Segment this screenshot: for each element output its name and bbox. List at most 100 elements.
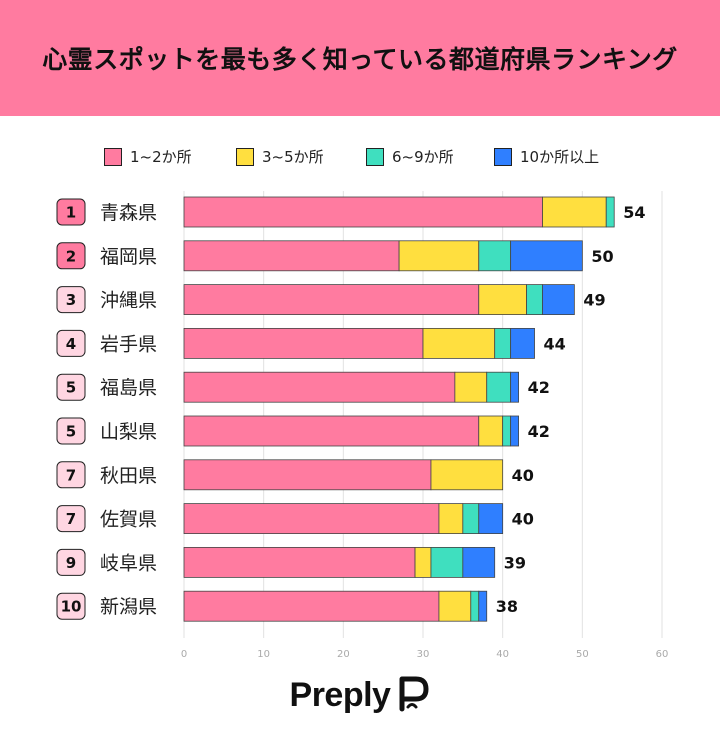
x-tick-label-40: 40: [496, 649, 509, 660]
rank-badge-9: [56, 548, 86, 576]
category-label-1: 青森県: [100, 202, 157, 224]
category-label-4: 岩手県: [100, 333, 157, 355]
rank-label-1: 1: [66, 204, 76, 222]
total-label-9: 39: [504, 553, 526, 572]
rank-badge-7: [56, 461, 86, 489]
rank-label-8: 7: [66, 510, 76, 528]
legend-item-6-9: 6~9か所: [366, 146, 454, 167]
total-label-3: 49: [583, 291, 605, 310]
bar-segment-9-2: [414, 546, 432, 578]
total-label-7: 40: [512, 466, 534, 485]
legend-label-1-2: 1~2か所: [130, 148, 192, 166]
header-banner: 心霊スポットを最も多く知っている都道府県ランキング: [0, 0, 720, 116]
x-tick-label-30: 30: [417, 649, 430, 660]
rank-badge-10: [56, 592, 86, 620]
bar-segment-10-2: [438, 590, 472, 622]
total-label-2: 50: [591, 247, 613, 266]
x-tick-label-20: 20: [337, 649, 350, 660]
rank-label-3: 3: [66, 291, 76, 309]
rank-label-10: 10: [61, 598, 82, 616]
category-label-9: 岐阜県: [100, 552, 157, 574]
rank-badge-1: [56, 198, 86, 226]
x-tick-label-50: 50: [576, 649, 589, 660]
bar-segment-6-2: [478, 415, 504, 447]
bar-segment-3-2: [478, 284, 527, 315]
legend-swatch-1-2: [104, 147, 122, 166]
total-label-6: 42: [528, 422, 550, 441]
bar-segment-5-1: [183, 371, 456, 403]
legend-swatch-10plus: [494, 147, 512, 166]
legend-label-10plus: 10か所以上: [520, 148, 600, 166]
bar-segment-3-3: [526, 284, 543, 315]
total-label-4: 44: [544, 334, 566, 353]
bar-segment-8-1: [183, 503, 440, 535]
bar-segment-9-1: [183, 546, 416, 578]
bar-segment-4-2: [422, 327, 496, 359]
rank-label-6: 5: [66, 423, 76, 441]
bar-segment-8-3: [462, 503, 480, 535]
bar-segment-4-4: [510, 327, 535, 359]
bar-segment-3-4: [542, 284, 575, 315]
bar-segment-1-2: [542, 196, 607, 228]
rank-label-5: 5: [66, 379, 76, 397]
rank-badge-6: [56, 417, 86, 445]
legend-label-3-5: 3~5か所: [262, 148, 324, 166]
bar-segment-9-4: [462, 546, 496, 578]
bar-segment-10-3: [470, 590, 480, 622]
x-tick-label-0: 0: [181, 649, 187, 660]
rank-label-7: 7: [66, 466, 76, 484]
bar-segment-1-1: [183, 196, 543, 228]
bar-segment-4-3: [494, 327, 512, 359]
legend-item-1-2: 1~2か所: [104, 146, 192, 167]
total-label-10: 38: [496, 597, 518, 616]
x-tick-label-60: 60: [656, 649, 669, 660]
bar-segment-6-1: [183, 415, 480, 447]
category-label-10: 新潟県: [100, 596, 157, 618]
rank-badge-5: [56, 373, 86, 401]
bar-segment-2-4: [510, 240, 583, 272]
legend-swatch-3-5: [236, 147, 254, 166]
bar-segment-7-2: [430, 459, 504, 491]
bar-segment-5-4: [510, 371, 519, 403]
category-label-2: 福岡県: [100, 246, 157, 268]
rank-label-4: 4: [66, 335, 76, 353]
bar-segment-2-1: [183, 240, 400, 272]
bar-segment-4-1: [183, 327, 424, 359]
bar-segment-6-4: [510, 415, 519, 447]
category-label-8: 佐賀県: [100, 509, 157, 531]
rank-badge-3: [56, 286, 86, 314]
stacked-bar-chart: 0 10 20 30 40 50 601 青森県 542 福岡県 503 沖縄県 494 岩手県 445 福島…: [56, 191, 669, 660]
bar-segment-7-1: [183, 459, 432, 491]
total-label-8: 40: [512, 510, 534, 529]
rank-badge-2: [56, 242, 86, 270]
bar-segment-1-3: [605, 196, 615, 228]
logo-wordmark: Preply: [289, 675, 391, 714]
legend-item-3-5: 3~5か所: [236, 146, 324, 167]
bar-segment-8-4: [478, 503, 504, 535]
legend-label-6-9: 6~9か所: [392, 148, 454, 166]
total-label-1: 54: [623, 203, 645, 222]
bar-segment-8-2: [438, 503, 464, 535]
category-label-7: 秋田県: [100, 465, 157, 487]
rank-label-2: 2: [66, 247, 76, 265]
total-label-5: 42: [528, 378, 550, 397]
bar-segment-9-3: [430, 546, 464, 578]
bar-segment-3-1: [183, 284, 480, 315]
legend-swatch-6-9: [366, 147, 384, 166]
preply-logo: Preply: [0, 668, 720, 722]
category-label-3: 沖縄県: [100, 290, 157, 312]
rank-label-9: 9: [66, 554, 76, 572]
rank-badge-8: [56, 505, 86, 533]
preply-mark-icon: [399, 676, 429, 712]
bar-segment-2-3: [478, 240, 512, 272]
legend-item-10plus: 10か所以上: [494, 146, 599, 167]
category-label-6: 山梨県: [100, 421, 157, 443]
bar-segment-5-3: [486, 371, 512, 403]
bar-segment-6-3: [502, 415, 512, 447]
chart-legend: 1~2か所 3~5か所 6~9か所 10か所以上: [0, 146, 720, 170]
bar-segment-10-4: [478, 590, 488, 622]
x-tick-label-10: 10: [257, 649, 270, 660]
chart-title: 心霊スポットを最も多く知っている都道府県ランキング: [42, 45, 678, 74]
bar-segment-5-2: [454, 371, 488, 403]
bar-segment-2-2: [398, 240, 480, 272]
